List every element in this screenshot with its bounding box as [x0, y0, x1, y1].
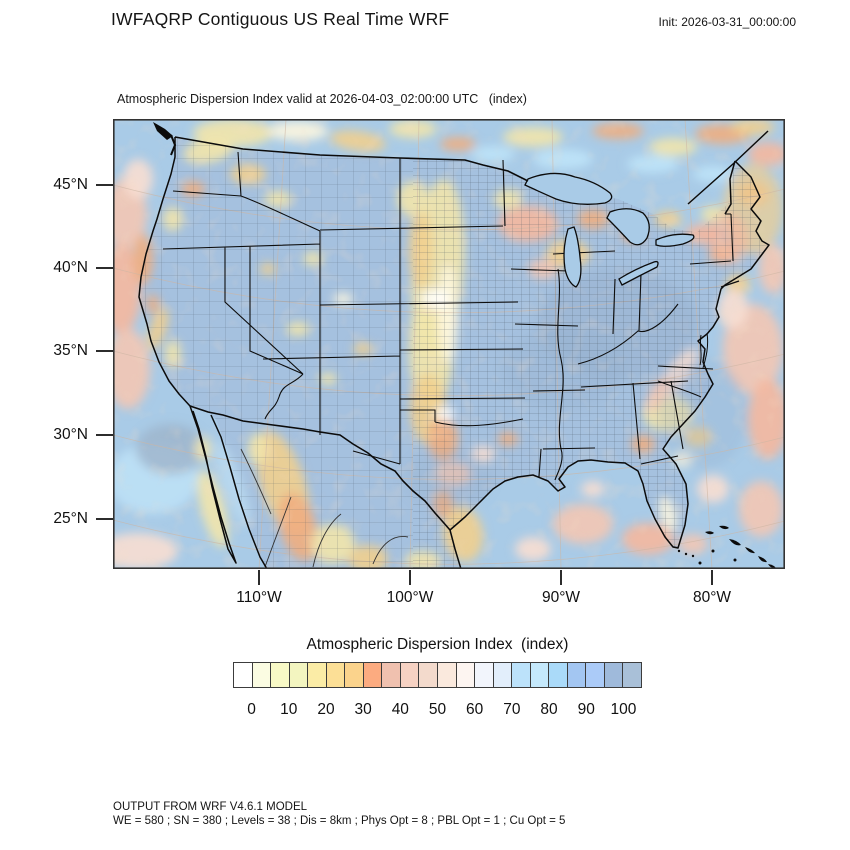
colorbar-tick-label: 50: [428, 701, 447, 718]
colorbar-cell: [381, 662, 401, 688]
colorbar-cell: [529, 662, 550, 688]
colorbar-cell: [233, 662, 253, 688]
colorbar-cell: [566, 662, 587, 688]
colorbar-cell: [622, 662, 643, 688]
lon-tick-mark: [711, 570, 713, 585]
colorbar-cell: [474, 662, 494, 688]
colorbar-tick-label: 70: [503, 701, 521, 718]
lat-tick-mark: [96, 184, 113, 186]
colorbar-cell: [603, 662, 624, 688]
colorbar-tick-label: 80: [540, 701, 558, 718]
lat-tick-label: 45°N: [53, 176, 88, 193]
canada-border: [174, 136, 529, 182]
colorbar-tick-label: 40: [391, 701, 409, 718]
lat-tick-label: 25°N: [53, 510, 88, 527]
colorbar-cell: [585, 662, 605, 688]
lon-tick-label: 100°W: [386, 589, 434, 606]
mexico-state-lines: [240, 448, 409, 568]
lon-tick-label: 90°W: [541, 589, 581, 606]
colorbar-cell: [288, 662, 309, 688]
colorbar-tick-label: 100: [610, 701, 637, 718]
colorbar-cell: [270, 662, 290, 688]
page-title: IWFAQRP Contiguous US Real Time WRF: [111, 9, 450, 29]
conus-adi-map: [98, 118, 788, 573]
great-lakes: [524, 172, 695, 288]
colorbar-cell: [511, 662, 531, 688]
lake-huron: [606, 208, 650, 246]
lake-michigan: [563, 226, 582, 288]
lat-tick-label: 35°N: [53, 342, 88, 359]
colorbar-tick-label: 90: [577, 701, 595, 718]
colorbar-cell: [307, 662, 327, 688]
footer-line2: WE = 580 ; SN = 380 ; Levels = 38 ; Dis …: [113, 814, 566, 827]
lat-tick-label: 40°N: [53, 259, 88, 276]
lat-tick-mark: [96, 350, 113, 352]
colorbar-cell: [418, 662, 439, 688]
colorbar-tick-label: 60: [466, 701, 484, 718]
colorbar-cell: [455, 662, 476, 688]
colorbar-cell: [251, 662, 272, 688]
colorbar-tick-label: 0: [247, 701, 256, 718]
footer-line1: OUTPUT FROM WRF V4.6.1 MODEL: [113, 801, 308, 813]
colorbar-tick-label: 20: [317, 701, 335, 718]
colorbar-cell: [325, 662, 346, 688]
lon-tick-label: 80°W: [692, 589, 732, 606]
colorbar-cell: [399, 662, 420, 688]
colorbar: [233, 662, 643, 688]
lake-ontario: [655, 233, 695, 247]
lat-tick-mark: [96, 267, 113, 269]
lat-tick-label: 30°N: [53, 426, 88, 443]
lon-tick-mark: [560, 570, 562, 585]
lat-tick-mark: [96, 518, 113, 520]
map-frame: [113, 119, 786, 569]
colorbar-tick-label: 10: [280, 701, 298, 718]
map-subtitle: Atmospheric Dispersion Index valid at 20…: [117, 92, 527, 106]
model-footer: OUTPUT FROM WRF V4.6.1 MODEL WE = 580 ; …: [113, 801, 565, 828]
colorbar-cell: [362, 662, 383, 688]
lat-tick-mark: [96, 434, 113, 436]
colorbar-title: Atmospheric Dispersion Index (index): [306, 636, 569, 653]
lon-tick-mark: [258, 570, 260, 585]
state-borders: [162, 151, 734, 481]
lon-tick-label: 110°W: [236, 589, 282, 606]
mexico-border: [189, 405, 451, 531]
lake-erie: [618, 260, 659, 286]
colorbar-tick-label: 30: [354, 701, 372, 718]
colorbar-cell: [548, 662, 568, 688]
islands: [153, 122, 776, 569]
colorbar-cell: [344, 662, 364, 688]
lake-superior: [524, 172, 613, 205]
lon-tick-mark: [409, 570, 411, 585]
colorbar-cell: [492, 662, 513, 688]
init-timestamp: Init: 2026-03-31_00:00:00: [658, 15, 796, 29]
map-panel: [98, 118, 788, 573]
colorbar-cell: [437, 662, 457, 688]
coastlines: [138, 130, 770, 570]
